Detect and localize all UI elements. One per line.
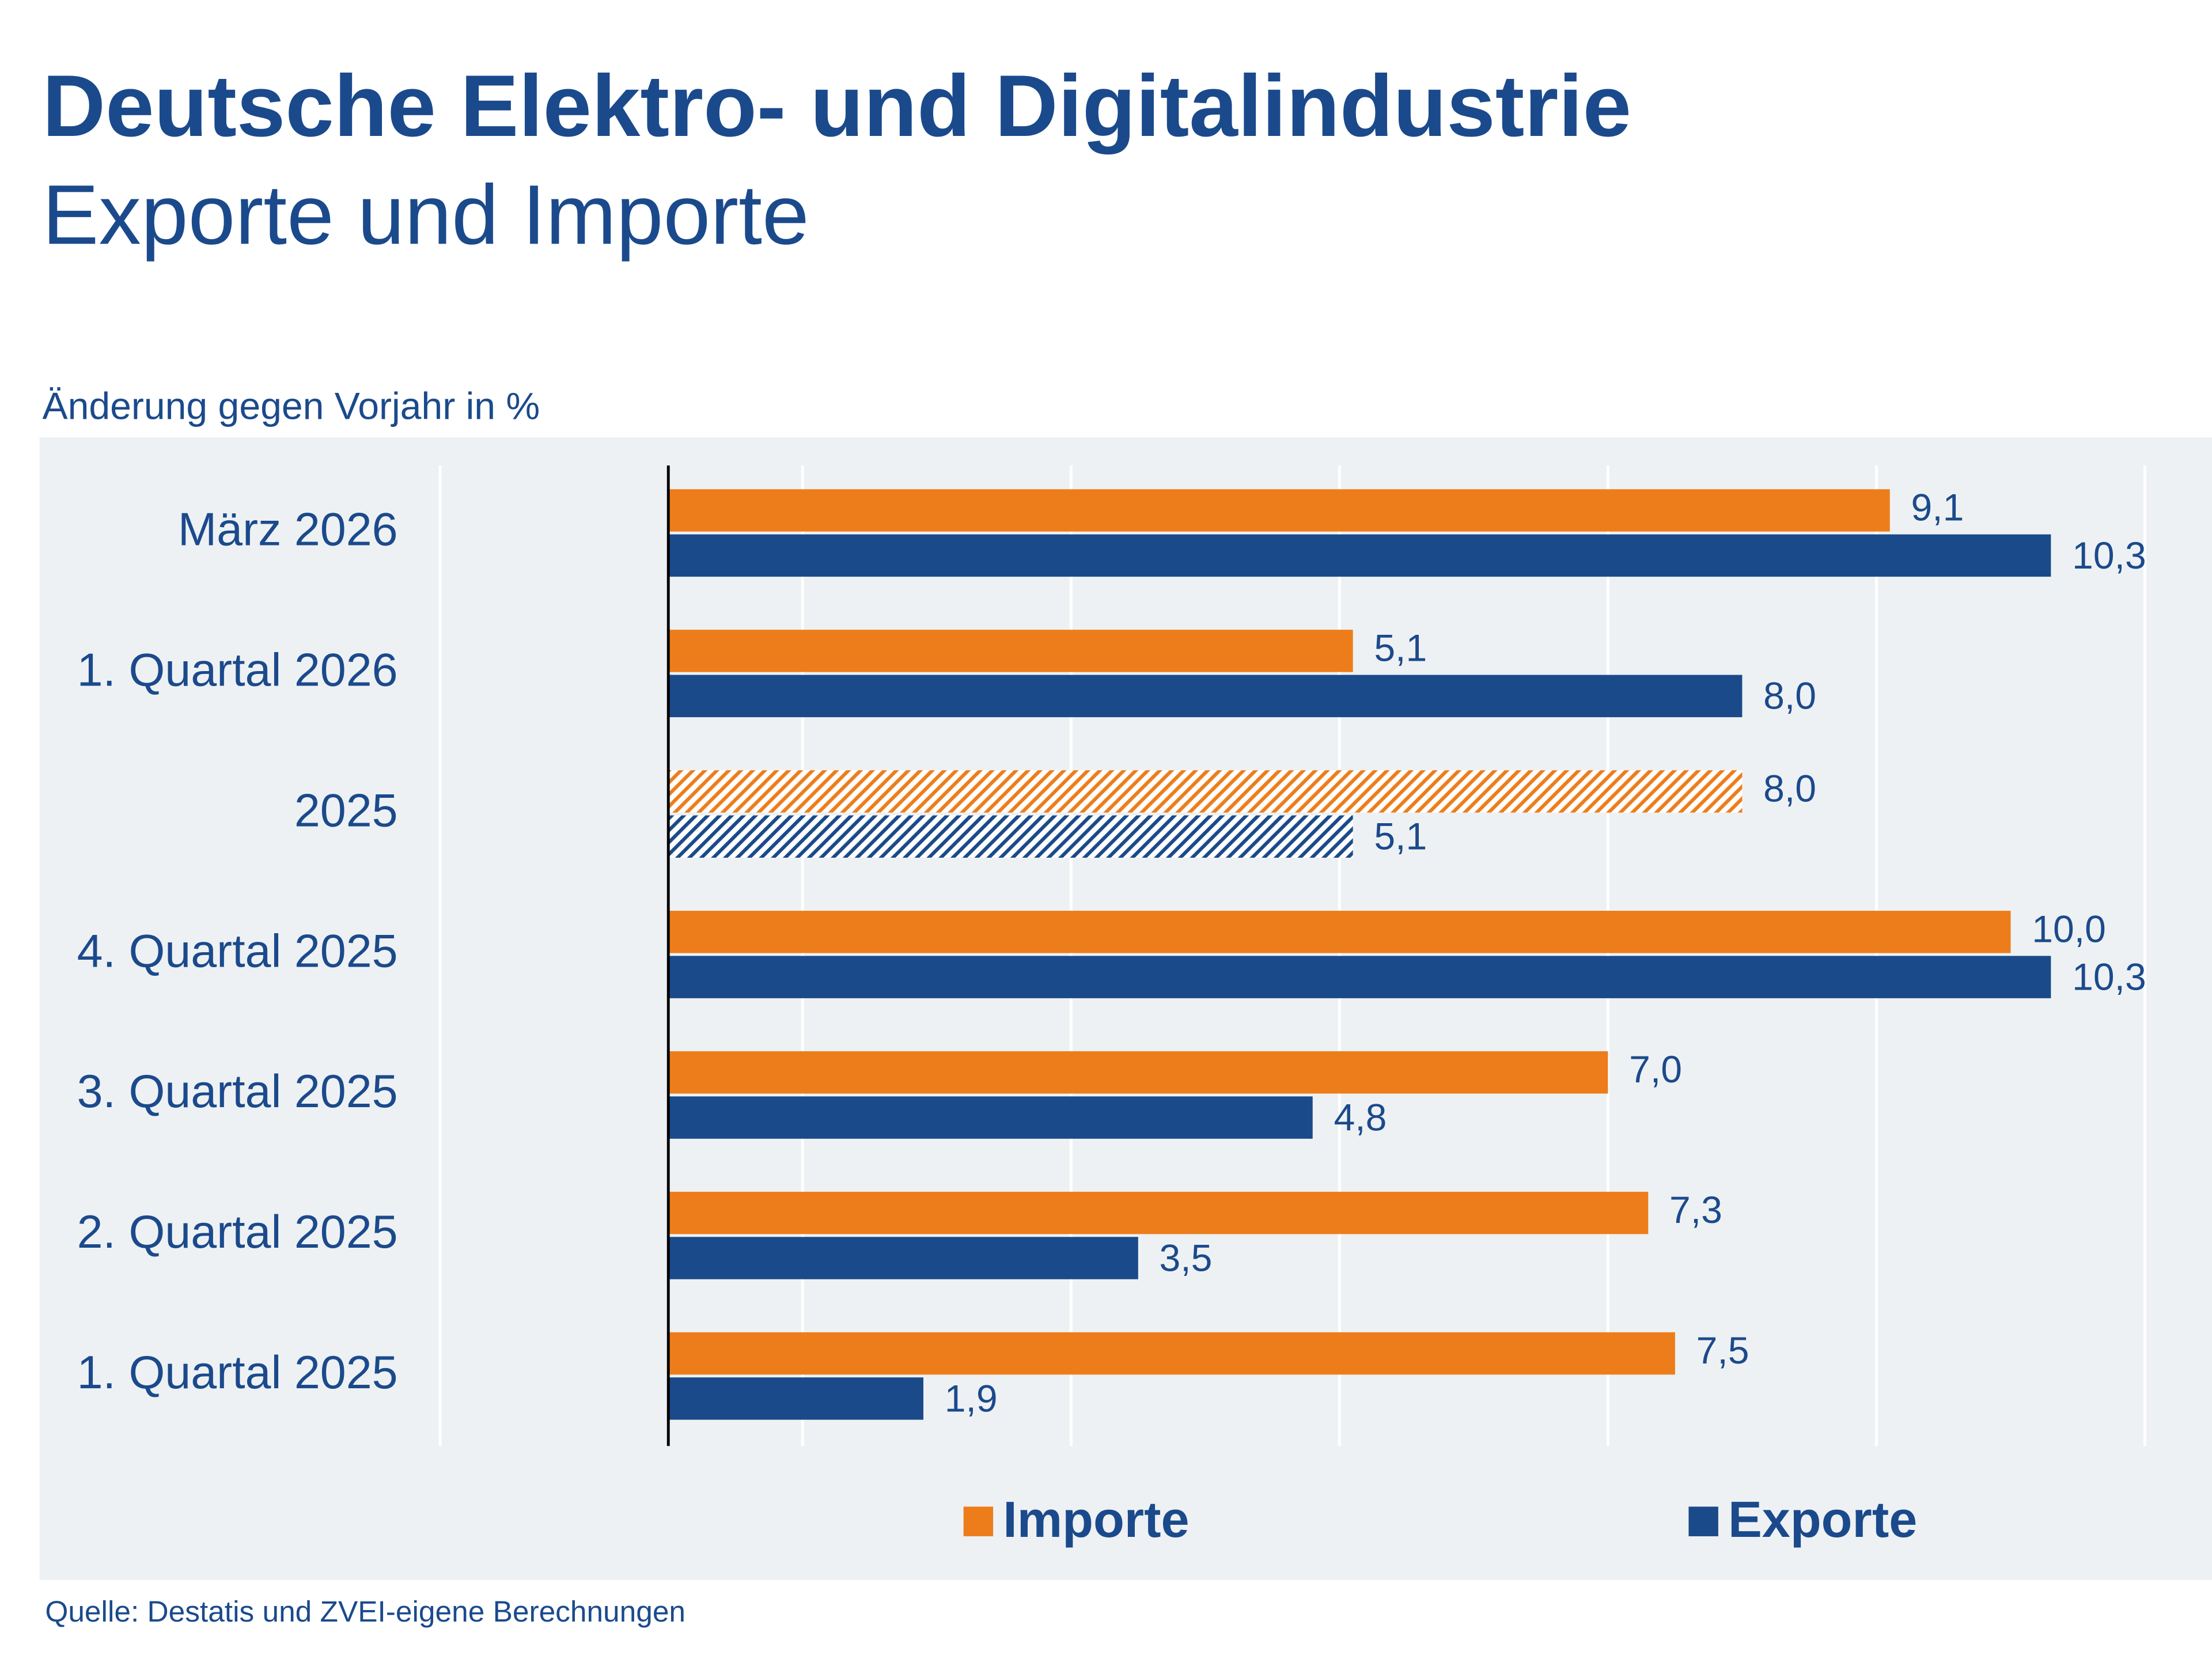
legend-swatch [1688, 1506, 1718, 1536]
y-tick-label: 1. Quartal 2026 [77, 644, 398, 696]
legend-label: Importe [1003, 1491, 1189, 1548]
value-label: 10,3 [2072, 535, 2146, 577]
bar [668, 534, 2051, 577]
bar [668, 1191, 1649, 1234]
chart-subtitle: Exporte und Importe [42, 168, 809, 262]
bar [668, 489, 1890, 532]
value-label: 7,3 [1669, 1189, 1722, 1232]
value-label: 7,0 [1629, 1048, 1682, 1091]
y-tick-label: 3. Quartal 2025 [77, 1066, 398, 1118]
bar [668, 1096, 1313, 1139]
value-label: 1,9 [945, 1377, 998, 1420]
value-label: 5,1 [1374, 816, 1427, 858]
y-tick-label: 2. Quartal 2025 [77, 1206, 398, 1258]
bar [668, 1237, 1138, 1279]
bar [668, 675, 1743, 718]
bar [668, 1051, 1608, 1094]
value-label: 4,8 [1334, 1096, 1387, 1139]
value-label: 8,0 [1763, 675, 1816, 718]
value-label: 9,1 [1911, 487, 1964, 529]
bar [668, 815, 1353, 858]
value-label: 8,0 [1763, 767, 1816, 810]
bar [668, 1377, 923, 1420]
axis-label: Änderung gegen Vorjahr in % [42, 385, 540, 428]
bar [668, 956, 2051, 998]
bar [668, 1332, 1675, 1375]
value-label: 10,0 [2032, 908, 2106, 950]
chart-title: Deutsche Elektro- und Digitalindustrie [42, 58, 1631, 155]
plot-background [39, 437, 2212, 1580]
y-tick-label: 1. Quartal 2025 [77, 1347, 398, 1399]
bar [668, 630, 1353, 672]
legend-swatch [963, 1506, 994, 1536]
y-tick-label: März 2026 [178, 504, 398, 556]
value-label: 5,1 [1374, 627, 1427, 669]
value-label: 3,5 [1160, 1237, 1213, 1279]
legend-label: Exporte [1728, 1491, 1917, 1548]
y-tick-label: 2025 [294, 785, 398, 836]
value-label: 7,5 [1696, 1330, 1749, 1372]
value-label: 10,3 [2072, 956, 2146, 999]
y-tick-label: 4. Quartal 2025 [77, 925, 398, 977]
bar [668, 770, 1743, 813]
source-note: Quelle: Destatis und ZVEI-eigene Berechn… [45, 1594, 685, 1628]
bar [668, 911, 2011, 953]
